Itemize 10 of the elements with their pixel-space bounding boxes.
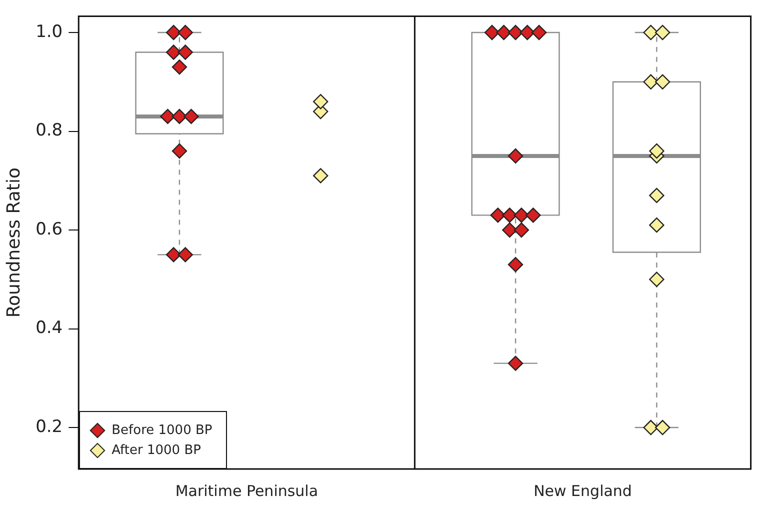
y-tick-label: 0.6 <box>36 219 63 240</box>
y-tick-label: 0.4 <box>36 318 63 338</box>
x-tick-label: Maritime Peninsula <box>175 482 318 500</box>
y-tick-label: 1.0 <box>36 22 63 42</box>
y-tick-label: 0.8 <box>36 120 63 141</box>
y-tick-label: 0.2 <box>36 416 63 437</box>
y-axis-title: Roundness Ratio <box>3 168 24 318</box>
legend-label: After 1000 BP <box>112 442 201 458</box>
x-tick-label: New England <box>534 482 632 500</box>
legend-label: Before 1000 BP <box>112 422 212 438</box>
